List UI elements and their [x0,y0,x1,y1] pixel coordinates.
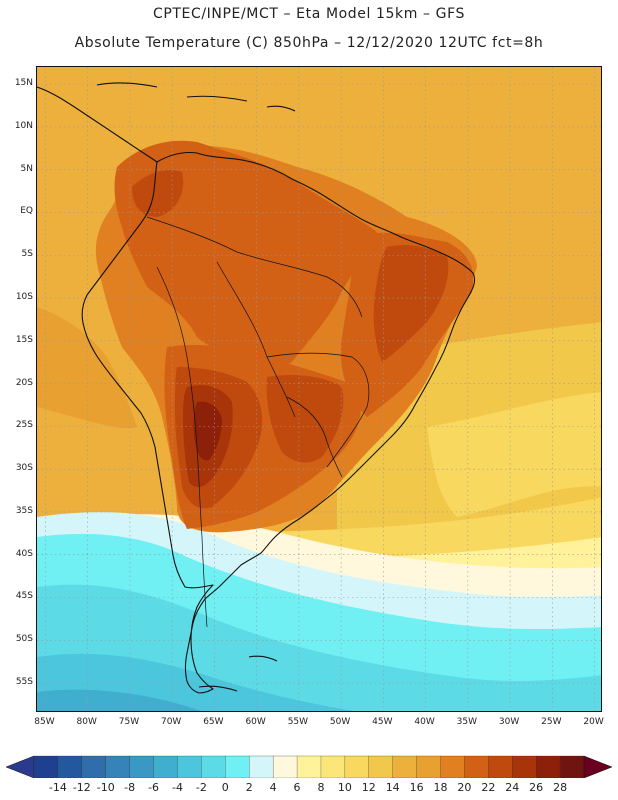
latitude-label: 30S [15,463,33,474]
coastline-patagonia-islands [198,655,278,692]
colorbar-tick-label: 22 [481,781,496,794]
colorbar-tick-label: 2 [245,781,253,794]
colorbar-tick-label: 28 [553,781,568,794]
colorbar-swatch [129,755,155,778]
temperature-map-canvas [37,67,601,711]
colorbar-swatch [488,755,513,778]
longitude-label: 55W [287,717,309,727]
longitude-label: 85W [34,717,55,727]
colorbar-tick-label: 20 [457,781,472,794]
latitude-label: 50S [15,634,33,645]
colorbar-tick-label: 6 [293,781,301,794]
field-land-24 [132,170,184,217]
colorbar-swatch [177,755,202,778]
colorbar-tick-label: 12 [361,781,376,794]
border-north [146,216,363,318]
colorbar-tick-label: 0 [221,781,229,794]
colorbar-over-arrow [583,755,613,778]
coastline-central-america [37,86,158,163]
colorbar-swatch [153,755,178,778]
field-land-28 [193,401,222,461]
colorbar-tick-label: 24 [505,781,520,794]
longitude-label: 40W [414,717,435,727]
colorbar-tick-label: -14 [48,781,67,794]
border-andes [156,266,208,628]
border-brazil-south [266,352,370,468]
longitude-label: 35W [456,717,478,727]
longitude-label: 45W [372,717,393,727]
temperature-colorbar [5,755,613,778]
latitude-label: EQ [20,206,33,217]
colorbar-tick-label: 14 [385,781,400,794]
colorbar-tick-label: 18 [433,781,448,794]
longitude-label: 65W [203,717,224,727]
colorbar-swatch [368,755,394,778]
colorbar-swatch [296,755,322,778]
latitude-label: 20S [15,377,33,388]
colorbar-swatch [464,755,489,778]
colorbar-swatch [225,755,250,778]
colorbar-swatch [33,755,59,778]
latitude-label: 45S [15,591,33,602]
field-land-24-plateau [266,375,344,463]
colorbar-tick-label: 8 [317,781,325,794]
colorbar-tick-label: -4 [171,781,183,794]
coastline-south-america [81,151,476,694]
country-borders [146,216,370,628]
temperature-map [36,66,602,712]
longitude-label: 80W [76,717,97,727]
map-title-line-2: Absolute Temperature (C) 850hPa – 12/12/… [74,35,544,51]
latitude-label: 5N [20,163,33,174]
colorbar-tick-label: 16 [409,781,424,794]
latitude-label: 25S [15,420,33,431]
colorbar-tick-label: -2 [195,781,207,794]
latitude-label: 5S [21,249,33,260]
border-paraguay [286,396,343,478]
border-brazil-west [216,261,296,418]
coastline-caribbean-islands [96,82,296,112]
colorbar-swatch [344,755,370,778]
colorbar-swatch [559,755,585,778]
colorbar-swatch [392,755,418,778]
colorbar-tick-label: 26 [529,781,544,794]
longitude-label: 70W [160,717,182,727]
longitude-label: 50W [329,717,351,727]
colorbar-tick-label: -12 [72,781,91,794]
colorbar-swatch [512,755,537,778]
colorbar-swatch [440,755,465,778]
coastline [37,82,476,694]
longitude-label: 30W [498,717,520,727]
longitude-label: 25W [541,717,562,727]
latitude-label: 55S [15,677,33,688]
map-title-line-1: CPTEC/INPE/MCT – Eta Model 15km – GFS [152,6,466,22]
field-band-m4 [37,689,202,711]
latitude-label: 15N [14,78,33,89]
longitude-label: 60W [245,717,266,727]
colorbar-tick-label: 4 [269,781,277,794]
colorbar-swatch [320,755,346,778]
longitude-label: 20W [583,717,604,727]
colorbar-swatch [272,755,298,778]
colorbar-under-arrow [5,755,35,778]
latitude-label: 10S [15,292,33,303]
colorbar-swatch [81,755,107,778]
colorbar-swatch [536,755,561,778]
colorbar-swatch [249,755,274,778]
field-band-14 [427,392,601,517]
latitude-label: 35S [15,505,33,516]
field-ocean-warm [37,307,137,428]
latitude-label: 40S [15,548,33,559]
field-land-24-northeast [373,245,449,362]
colorbar-swatch [201,755,226,778]
colorbar-tick-label: 10 [337,781,352,794]
colorbar-swatch [416,755,441,778]
longitude-label: 75W [118,717,140,727]
latitude-label: 15S [15,334,33,345]
colorbar-swatch [57,755,83,778]
colorbar-tick-label: -10 [96,781,115,794]
colorbar-tick-label: -8 [124,781,136,794]
colorbar-swatch [105,755,131,778]
colorbar-tick-label: -6 [148,781,160,794]
latitude-label: 10N [14,120,33,131]
